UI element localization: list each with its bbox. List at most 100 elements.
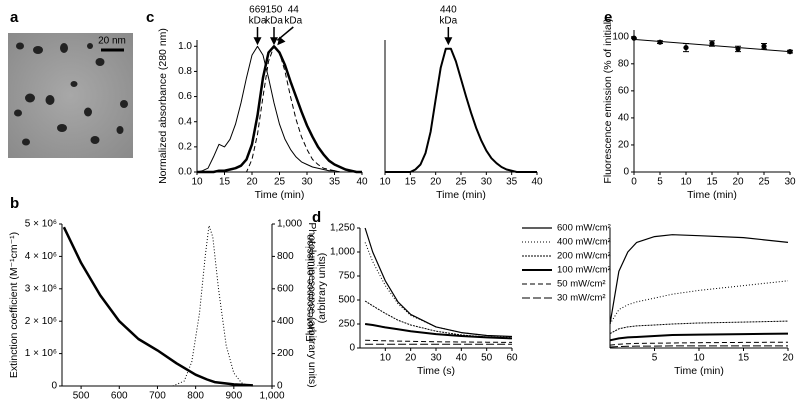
y-tick-label: 0 bbox=[51, 381, 57, 392]
x-axis-label: Time (min) bbox=[436, 189, 486, 201]
x-tick-label: 500 bbox=[73, 391, 90, 402]
data-line bbox=[609, 345, 788, 348]
data-point bbox=[657, 39, 663, 45]
x-tick-label: 15 bbox=[219, 177, 231, 188]
annotation-arrowhead bbox=[444, 37, 453, 46]
y-tick-label: 1 × 10⁶ bbox=[25, 348, 57, 359]
panel-label: a bbox=[10, 9, 19, 26]
data-line bbox=[609, 332, 789, 342]
data-line bbox=[172, 225, 250, 387]
x-tick-label: 15 bbox=[706, 177, 718, 188]
x-tick-label: 20 bbox=[782, 353, 794, 364]
y-tick-label: 1,250 bbox=[330, 223, 355, 234]
data-line bbox=[197, 45, 362, 174]
x-axis-label: Time (min) bbox=[687, 189, 737, 201]
x-tick-label: 40 bbox=[456, 353, 468, 364]
annotation-unit: kDa bbox=[249, 16, 267, 27]
x-tick-label: 40 bbox=[531, 177, 543, 188]
annotation-value: 669 bbox=[249, 5, 266, 16]
x-tick-label: 700 bbox=[149, 391, 166, 402]
x-tick-label: 30 bbox=[430, 353, 442, 364]
x-tick-label: 40 bbox=[356, 177, 368, 188]
data-point bbox=[761, 43, 767, 49]
data-line bbox=[62, 226, 253, 387]
y2-tick-label: 800 bbox=[277, 251, 294, 262]
x-axis-label: Time (min) bbox=[674, 365, 724, 377]
legend-label: 600 mW/cm² bbox=[557, 223, 611, 234]
y-tick-label: 5 × 10⁶ bbox=[25, 219, 57, 230]
data-point bbox=[683, 44, 689, 51]
data-line bbox=[385, 47, 537, 173]
y-tick-label: 750 bbox=[338, 271, 355, 282]
y-tick-label: 0.0 bbox=[178, 167, 192, 178]
particles bbox=[14, 42, 128, 146]
x-tick-label: 10 bbox=[693, 353, 705, 364]
y-tick-label: 2 × 10⁶ bbox=[25, 316, 57, 327]
x-tick-label: 20 bbox=[246, 177, 258, 188]
y-tick-label: 4 × 10⁶ bbox=[25, 251, 57, 262]
y-tick-label: 500 bbox=[338, 295, 355, 306]
x-tick-label: 25 bbox=[758, 177, 770, 188]
data-line bbox=[609, 320, 789, 335]
legend-label: 200 mW/cm² bbox=[557, 251, 611, 262]
annotation-value: 44 bbox=[288, 5, 300, 16]
chart-panel: 5 10 15 20 Time (min) bbox=[609, 228, 794, 377]
panel-label: d bbox=[312, 209, 321, 226]
y-tick-label: 0.6 bbox=[178, 91, 192, 102]
y2-tick-label: 600 bbox=[277, 283, 294, 294]
x-tick-label: 35 bbox=[506, 177, 518, 188]
data-line bbox=[609, 234, 789, 325]
x-tick-label: 900 bbox=[225, 391, 242, 402]
y2-tick-label: 0 bbox=[277, 381, 283, 392]
data-point bbox=[787, 49, 793, 55]
y-tick-label: 1,000 bbox=[330, 247, 355, 258]
annotation-value: 150 bbox=[266, 5, 283, 16]
x-tick-label: 25 bbox=[274, 177, 286, 188]
y-axis-label: (arbitrary units) bbox=[316, 253, 328, 324]
x-tick-label: 600 bbox=[111, 391, 128, 402]
x-tick-label: 0 bbox=[631, 177, 637, 188]
annotation-unit: kDa bbox=[439, 16, 457, 27]
data-line bbox=[364, 227, 513, 338]
y-tick-label: 0.4 bbox=[178, 116, 192, 127]
annotation-arrowhead bbox=[277, 36, 286, 46]
annotation-unit: kDa bbox=[284, 16, 302, 27]
x-axis-label: Time (s) bbox=[417, 365, 455, 377]
y-tick-label: 0 bbox=[623, 167, 629, 178]
chart-panel: 10 15 20 25 30 35 40 0.0 0.2 0.4 0.6 0.8 1.0 Time (mi… bbox=[157, 5, 368, 201]
data-line bbox=[364, 323, 513, 340]
x-tick-label: 30 bbox=[481, 177, 493, 188]
data-point bbox=[631, 35, 637, 41]
y-axis-label: Fluorescence emission bbox=[304, 234, 316, 342]
x-tick-label: 10 bbox=[379, 177, 391, 188]
x-tick-label: 15 bbox=[405, 177, 417, 188]
x-tick-label: 1,000 bbox=[259, 391, 284, 402]
annotation-arrowhead bbox=[270, 37, 278, 46]
annotation-unit: kDa bbox=[265, 16, 283, 27]
data-line bbox=[365, 339, 513, 343]
data-line bbox=[364, 300, 513, 339]
data-line bbox=[609, 341, 789, 346]
legend-label: 100 mW/cm² bbox=[557, 265, 611, 276]
panel-label: e bbox=[604, 9, 612, 26]
x-tick-label: 25 bbox=[455, 177, 467, 188]
legend-label: 30 mW/cm² bbox=[557, 293, 606, 304]
y-tick-label: 3 × 10⁶ bbox=[25, 283, 57, 294]
y2-tick-label: 1,000 bbox=[277, 219, 302, 230]
legend-label: 400 mW/cm² bbox=[557, 237, 611, 248]
data-point bbox=[735, 46, 741, 52]
legend-label: 50 mW/cm² bbox=[557, 279, 606, 290]
panel-label: b bbox=[10, 195, 19, 212]
chart-panel: 0 5 10 15 20 25 30 0 20 40 60 80 100 Time (min) Fluore… bbox=[602, 18, 796, 200]
x-tick-label: 15 bbox=[738, 353, 750, 364]
y-axis-label: Normalized absorbance (280 nm) bbox=[157, 28, 169, 184]
data-line bbox=[609, 280, 789, 325]
data-line bbox=[197, 45, 362, 173]
panel-label: c bbox=[146, 9, 154, 26]
x-tick-label: 5 bbox=[657, 177, 663, 188]
x-axis-label: Wavelength (nm) bbox=[127, 403, 207, 404]
chart-panel: 10 20 30 40 50 60 0 250 500 750 1,000 1,250 Time (s)… bbox=[304, 223, 611, 377]
y-tick-label: 0 bbox=[349, 343, 355, 354]
